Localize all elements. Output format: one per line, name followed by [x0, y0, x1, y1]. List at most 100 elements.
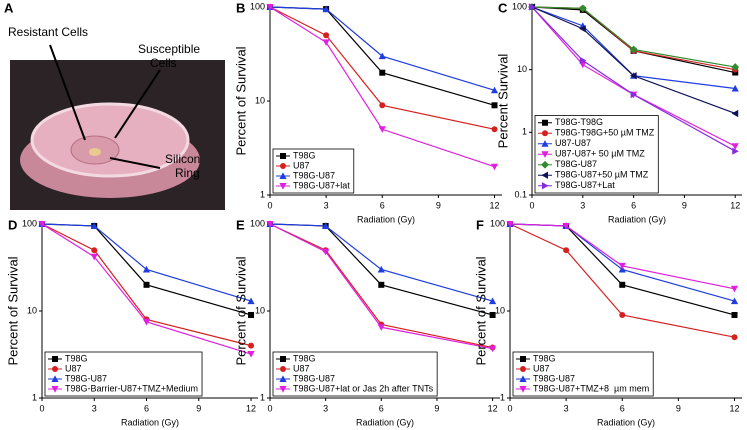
x-tick-label: 6	[379, 403, 384, 413]
x-tick-label: 9	[434, 403, 439, 413]
photo-label: Resistant Cells	[8, 25, 88, 39]
data-point	[377, 324, 385, 331]
data-point	[619, 281, 626, 288]
legend-label: T98G-U87+lat or Jas 2h after TNTs	[293, 383, 434, 393]
photo-label: Ring	[175, 166, 200, 180]
data-point	[247, 351, 255, 358]
x-axis-label: Radiation (Gy)	[357, 214, 415, 224]
legend-label: U87	[65, 363, 82, 373]
series-line	[531, 6, 736, 68]
data-point	[378, 52, 386, 60]
series-line	[509, 223, 735, 290]
x-tick-label: 0	[267, 403, 272, 413]
series-line	[531, 6, 736, 115]
y-axis-label: Percent of Survival	[473, 256, 488, 365]
data-point	[563, 247, 570, 254]
panel-letter: D	[8, 217, 17, 232]
x-axis-label: Radiation (Gy)	[121, 417, 179, 427]
y-tick-label: 10	[27, 305, 37, 315]
data-point	[377, 265, 385, 273]
resistant-spot	[89, 148, 101, 156]
legend-frame	[44, 351, 203, 397]
legend-label: U87-U87	[555, 138, 591, 148]
data-point	[630, 91, 638, 99]
x-axis-label: Radiation (Gy)	[597, 417, 655, 427]
y-tick-label: 1	[260, 392, 265, 402]
x-tick-label: 12	[246, 403, 256, 413]
x-tick-label: 3	[324, 200, 329, 210]
legend-label: T98G	[65, 353, 88, 363]
data-point	[731, 334, 738, 341]
data-point	[379, 69, 386, 76]
legend-marker	[280, 356, 286, 362]
x-tick-label: 9	[682, 200, 687, 210]
series-line	[41, 223, 252, 302]
legend-label: T98G-U87	[555, 159, 597, 169]
chart-panel: 1 10 100 0 3 6 9 12 Radiation (Gy) Percent of Sur…	[473, 217, 742, 427]
panel-letter: A	[4, 0, 14, 15]
legend-marker	[542, 182, 549, 190]
legend-marker	[519, 375, 527, 382]
legend-label: T98G-U87	[533, 373, 575, 383]
data-point	[322, 5, 330, 13]
legend-label: T98G	[293, 353, 316, 363]
data-point	[378, 126, 386, 133]
legend-label: T98G-U87	[293, 373, 335, 383]
data-point	[488, 297, 497, 305]
legend-label: T98G-U87	[65, 373, 107, 383]
legend-marker	[51, 375, 59, 382]
y-tick-label: 10	[255, 95, 265, 105]
legend-label: T98G-T98G	[555, 117, 603, 127]
x-tick-label: 12	[488, 403, 498, 413]
x-tick-label: 6	[620, 403, 625, 413]
data-point	[619, 311, 626, 318]
data-point	[491, 102, 498, 109]
legend-marker	[279, 172, 287, 179]
legend-label: T98G-U87+lat	[293, 180, 350, 190]
y-tick-label: 1	[522, 127, 527, 137]
chart-panel: 1 10 100 0 3 6 9 12 Radiation (Gy) Percent of Sur…	[233, 0, 502, 224]
y-tick-label: 100	[250, 218, 265, 228]
data-point	[618, 262, 626, 270]
y-tick-label: 1	[260, 189, 265, 199]
legend-label: U87	[293, 363, 310, 373]
arrow	[109, 157, 161, 169]
legend: T98GU87T98G-U87T98G-Barrier-U87+TMZ+Medi…	[44, 351, 203, 397]
legend-label: T98G-U87+50 µM TMZ	[555, 170, 649, 180]
data-point	[323, 32, 330, 39]
data-point	[266, 221, 274, 228]
data-point	[488, 345, 497, 353]
series-line	[269, 223, 493, 350]
y-axis-label: Percent of Survival	[233, 46, 248, 155]
legend-label: T98G-U87+TMZ+8 µm mem	[533, 383, 649, 393]
data-point	[730, 297, 739, 305]
series-line	[269, 6, 495, 91]
series-line	[41, 223, 252, 355]
y-tick-label: 10	[495, 305, 505, 315]
y-tick-label: 10	[517, 64, 527, 74]
legend-marker	[519, 386, 527, 393]
x-tick-label: 6	[631, 200, 636, 210]
x-tick-label: 6	[380, 200, 385, 210]
y-tick-label: 1	[32, 392, 37, 402]
y-axis-label: Percent Survival	[495, 54, 510, 149]
legend-label: T98G-U87+Lat	[555, 180, 615, 190]
data-point	[248, 342, 255, 349]
data-point	[579, 56, 587, 65]
legend-label: U87-U87+ 50 µM TMZ	[555, 149, 645, 159]
legend-marker	[279, 386, 287, 393]
series-line	[509, 223, 735, 302]
data-point	[248, 311, 255, 318]
series-line	[269, 223, 493, 349]
chart-panel: 1 10 100 0 3 6 9 12 Radiation (Gy) Percent of Sur…	[233, 217, 500, 427]
x-tick-label: 3	[92, 403, 97, 413]
data-point	[506, 221, 514, 228]
x-tick-label: 12	[490, 200, 500, 210]
panel-letter: C	[498, 0, 508, 15]
legend-marker	[542, 119, 548, 126]
y-tick-label: 1	[500, 392, 505, 402]
x-tick-label: 0	[529, 200, 534, 210]
